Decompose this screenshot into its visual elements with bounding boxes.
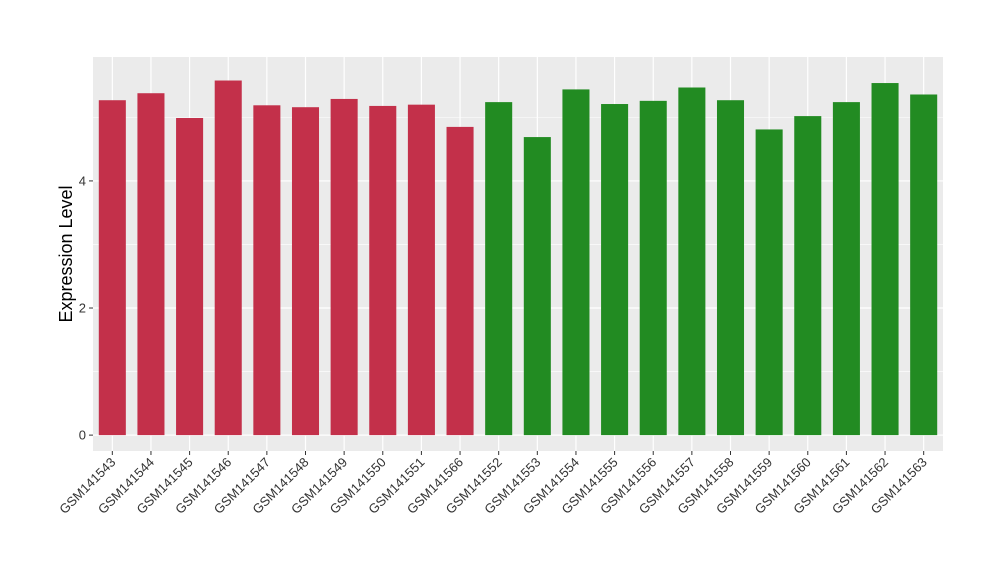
bar-GSM141562 [871,83,899,436]
bar-GSM141543 [98,100,126,436]
y-axis-title: Expression Level [56,185,76,322]
bar-GSM141544 [137,93,165,436]
bar-GSM141545 [176,118,204,436]
y-tick-label: 4 [79,173,86,188]
bar-GSM141550 [369,105,397,436]
bar-GSM141559 [755,129,783,436]
bar-GSM141554 [562,89,590,436]
y-axis: 0 2 4 [79,173,93,443]
bar-GSM141560 [794,116,822,436]
bar-GSM141556 [639,100,667,436]
bar-GSM141551 [407,104,435,436]
bar-GSM141553 [523,137,551,436]
y-tick-label: 2 [79,301,86,316]
bar-GSM141547 [253,105,281,436]
bar-GSM141549 [330,98,358,436]
bar-GSM141557 [678,87,706,436]
y-tick-label: 0 [79,428,86,443]
bar-GSM141563 [910,94,938,436]
bar-GSM141558 [716,100,745,436]
bar-GSM141546 [214,80,242,436]
bars [98,80,938,436]
bar-GSM141548 [291,107,320,436]
bar-GSM141552 [485,102,513,436]
bar-GSM141561 [832,102,860,436]
x-axis: GSM141543GSM141544GSM141545GSM141546GSM1… [56,451,930,517]
bar-GSM141566 [446,126,474,436]
bar-GSM141555 [601,104,629,436]
